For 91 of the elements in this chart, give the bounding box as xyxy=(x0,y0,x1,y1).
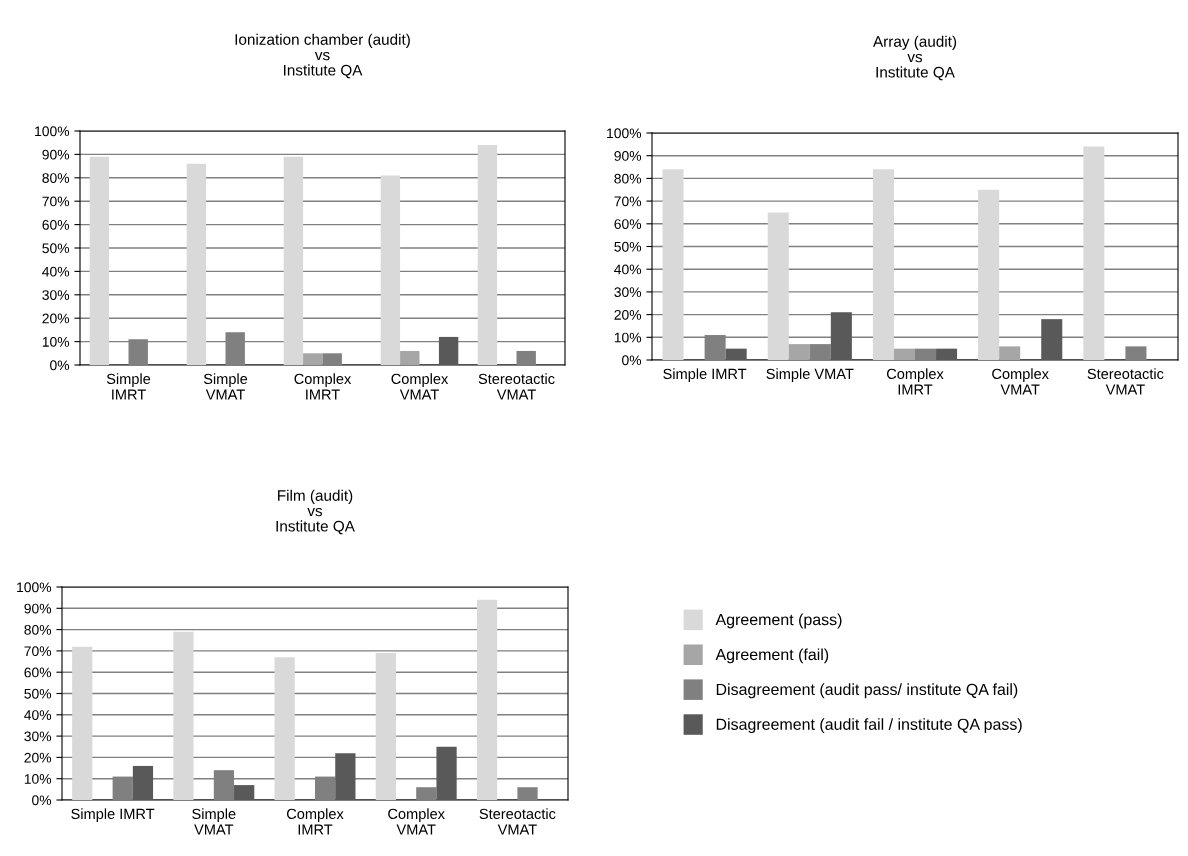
bar xyxy=(375,653,396,800)
bar xyxy=(1041,319,1063,360)
y-tick-label: 80% xyxy=(24,624,52,635)
bar xyxy=(335,753,356,800)
x-tick-label: Simple VMAT xyxy=(766,368,854,382)
legend-label: Disagreement (audit pass/ institute QA fail) xyxy=(716,683,1018,699)
bar xyxy=(516,350,536,365)
x-tick-label: Stereotactic VMAT xyxy=(479,808,556,835)
bar xyxy=(767,212,789,360)
y-tick-label: 20% xyxy=(614,309,642,320)
x-tick-label: Simple VMAT xyxy=(203,373,248,400)
y-tick-label: 80% xyxy=(614,173,642,184)
chart-title: Array (audit) vs Institute QA xyxy=(873,35,957,81)
x-tick-label: Complex VMAT xyxy=(391,373,449,400)
legend-label: Agreement (fail) xyxy=(715,648,829,664)
y-tick-label: 20% xyxy=(42,313,70,324)
y-tick-label: 30% xyxy=(42,290,70,300)
bar xyxy=(936,348,958,360)
bar xyxy=(234,785,255,800)
y-tick-label: 90% xyxy=(42,149,70,160)
y-tick-label: 80% xyxy=(42,173,70,183)
y-tick-label: 100% xyxy=(35,126,70,137)
bar xyxy=(893,348,915,360)
y-tick-label: 50% xyxy=(42,243,70,254)
bar xyxy=(662,169,684,360)
bar xyxy=(915,348,937,360)
y-tick-label: 90% xyxy=(614,151,642,161)
legend-label: Disagreement (audit fail / institute QA pass) xyxy=(716,718,1022,734)
bar xyxy=(186,163,207,365)
y-tick-label: 60% xyxy=(42,219,70,230)
bar xyxy=(517,787,538,800)
bar xyxy=(477,145,498,365)
y-tick-label: 60% xyxy=(614,219,642,229)
bar xyxy=(380,175,401,365)
x-tick-label: Simple IMRT xyxy=(106,373,151,400)
y-tick-label: 60% xyxy=(24,667,52,678)
chart-title: Film (audit) vs Institute QA xyxy=(276,489,355,535)
x-tick-label: Stereotactic VMAT xyxy=(1087,368,1164,395)
bar xyxy=(72,646,93,800)
bar xyxy=(1125,346,1147,360)
bar xyxy=(436,746,457,800)
bar xyxy=(476,599,498,800)
x-tick-label: Simple IMRT xyxy=(663,368,747,382)
bar xyxy=(400,350,420,365)
x-tick-label: Simple VMAT xyxy=(192,808,236,835)
y-tick-label: 10% xyxy=(614,332,642,343)
y-tick-label: 30% xyxy=(614,287,642,298)
y-tick-label: 70% xyxy=(614,196,642,207)
y-tick-label: 100% xyxy=(17,582,52,593)
y-tick-label: 50% xyxy=(614,241,642,252)
x-tick-label: Stereotactic VMAT xyxy=(478,373,555,400)
legend-label: Agreement (pass) xyxy=(715,613,842,629)
bar xyxy=(89,156,110,365)
x-tick-label: Complex IMRT xyxy=(286,808,344,835)
x-tick-label: Complex IMRT xyxy=(294,373,352,400)
y-tick-label: 0% xyxy=(32,795,52,806)
y-tick-label: 50% xyxy=(24,688,52,699)
x-tick-label: Complex IMRT xyxy=(886,368,944,395)
y-tick-label: 0% xyxy=(622,355,642,366)
bar xyxy=(788,344,810,360)
bar xyxy=(274,657,295,800)
bar xyxy=(830,312,852,360)
bar xyxy=(1083,146,1105,360)
x-tick-label: Simple IMRT xyxy=(71,808,155,822)
x-tick-label: Complex VMAT xyxy=(992,368,1049,395)
bar xyxy=(725,348,747,360)
y-tick-label: 20% xyxy=(24,752,52,763)
bar xyxy=(132,765,154,800)
bar xyxy=(438,336,459,365)
bar xyxy=(173,631,194,800)
bar xyxy=(809,344,831,360)
bar xyxy=(978,189,1000,360)
bar xyxy=(416,787,437,800)
y-tick-label: 40% xyxy=(24,710,52,720)
y-tick-label: 40% xyxy=(42,266,70,277)
bar xyxy=(322,353,342,365)
y-tick-label: 100% xyxy=(607,128,642,139)
bar xyxy=(872,169,894,360)
bar xyxy=(283,156,304,365)
y-tick-label: 70% xyxy=(24,646,52,657)
y-tick-label: 70% xyxy=(42,196,70,207)
y-tick-label: 0% xyxy=(50,360,70,371)
y-tick-label: 10% xyxy=(42,336,70,347)
bar xyxy=(999,346,1021,360)
y-tick-label: 90% xyxy=(24,603,52,614)
y-tick-label: 10% xyxy=(24,774,52,784)
x-tick-label: Complex VMAT xyxy=(388,808,445,835)
y-tick-label: 30% xyxy=(24,731,52,742)
chart-title: Ionization chamber (audit) vs Institute QA xyxy=(235,33,410,79)
bar xyxy=(303,353,323,365)
y-tick-label: 40% xyxy=(614,264,642,275)
